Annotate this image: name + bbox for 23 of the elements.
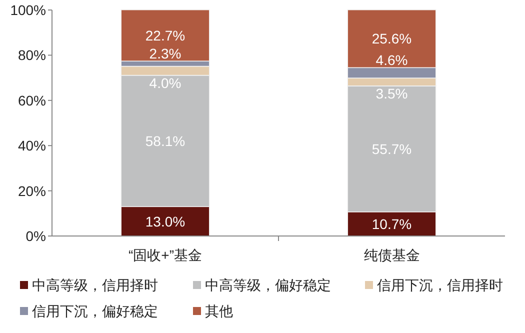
data-label: 58.1%	[145, 132, 186, 149]
x-tick-label: 纯债基金	[364, 247, 420, 263]
x-tick-label: “固收+”基金	[128, 247, 202, 263]
legend-label: 信用下沉，信用择时	[377, 277, 503, 293]
data-label: 10.7%	[372, 216, 412, 232]
y-tick-label: 0%	[26, 228, 46, 244]
data-label: 55.7%	[372, 140, 412, 157]
data-label: 3.5%	[376, 85, 408, 102]
legend-label: 中高等级，偏好稳定	[205, 277, 331, 293]
data-label: 2.3%	[149, 46, 182, 62]
data-label: 22.7%	[145, 27, 186, 44]
y-tick-label: 80%	[18, 47, 46, 64]
data-label: 25.6%	[372, 30, 412, 47]
legend-label: 中高等级，信用择时	[32, 277, 158, 293]
data-label: 4.0%	[149, 74, 182, 91]
legend-label: 信用下沉，偏好稳定	[32, 303, 158, 319]
y-tick-label: 60%	[18, 92, 46, 108]
y-tick-label: 40%	[18, 138, 46, 154]
data-label: 4.6%	[376, 52, 408, 68]
legend-label: 其他	[205, 303, 233, 319]
y-tick-label: 20%	[18, 182, 46, 199]
data-label: 13.0%	[145, 213, 186, 230]
y-tick-label: 100%	[10, 2, 46, 18]
